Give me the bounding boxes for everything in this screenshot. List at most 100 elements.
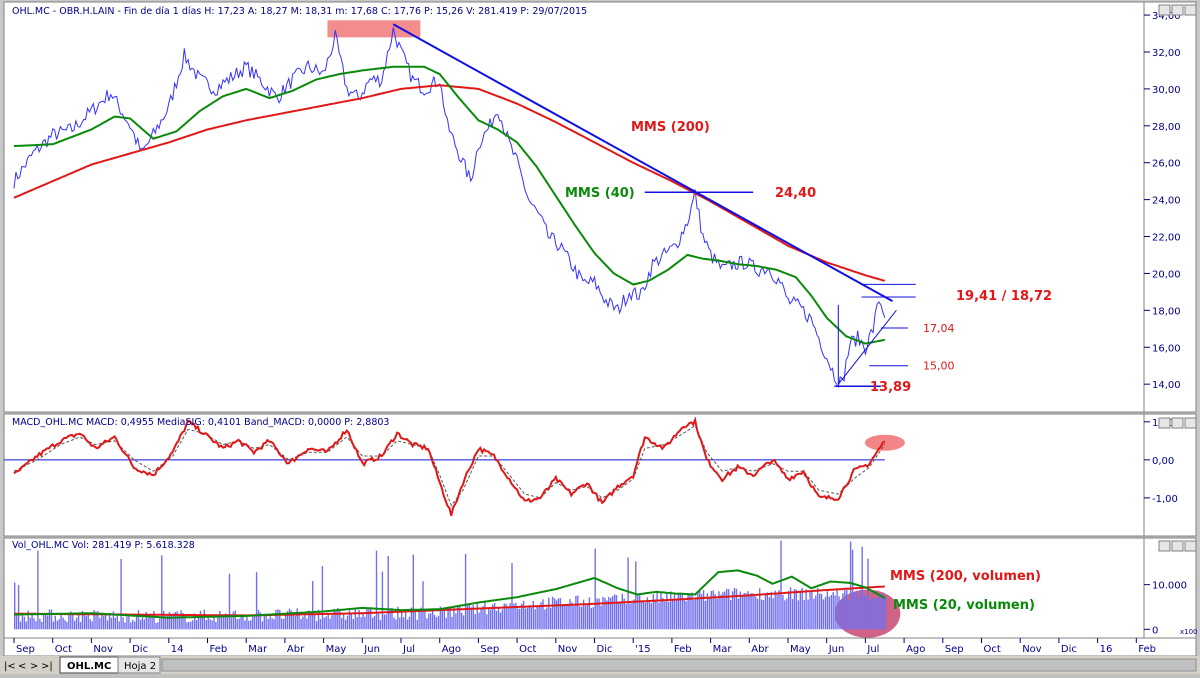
volume-panel: 10.000 0 x100 MMS (200, volumen) MMS (20, v… [3, 537, 1198, 639]
volume-bar [114, 617, 116, 630]
volume-bar [25, 621, 27, 630]
volume-bar [718, 591, 720, 630]
volume-bar [766, 592, 769, 630]
panel-minimize-button[interactable] [1158, 540, 1171, 552]
panel-maximize-button[interactable] [1171, 540, 1184, 552]
volume-bar [782, 594, 784, 630]
volume-bar [19, 621, 22, 630]
volume-bar [844, 590, 846, 630]
volume-bar [224, 613, 227, 630]
volume-bar [15, 613, 18, 630]
tab-prev-icon[interactable]: < [18, 661, 26, 672]
volume-bar [319, 619, 322, 630]
macd-y-axis-tick-label: 0,00 [1152, 456, 1174, 467]
volume-bar [445, 617, 447, 630]
panel-minimize-button[interactable] [1158, 417, 1171, 429]
volume-bar [826, 591, 829, 630]
volume-bar [132, 620, 134, 630]
volume-bar [412, 554, 414, 630]
trendline-support [837, 310, 897, 385]
panel-close-button[interactable] [1184, 540, 1197, 552]
y-axis-tick-label: 16,00 [1152, 343, 1181, 354]
volume-bar [671, 599, 674, 630]
volume-bar [433, 614, 436, 630]
volume-bar [486, 614, 488, 630]
volume-bar [35, 621, 37, 630]
panel-close-button[interactable] [1184, 4, 1197, 16]
volume-bar [517, 608, 519, 630]
volume-bar [809, 592, 811, 630]
volume-bar [706, 593, 709, 630]
volume-bar [180, 610, 182, 630]
volume-bar [840, 600, 842, 630]
volume-bar [408, 616, 411, 630]
volume-bar [654, 599, 656, 630]
volume-bar [716, 598, 718, 630]
tab-next-icon[interactable]: > [30, 661, 38, 672]
volume-bar [273, 619, 275, 630]
volume-bar [788, 590, 790, 630]
volume-bar [652, 594, 654, 630]
volume-bar [70, 611, 72, 630]
tab-first-icon[interactable]: |< [4, 661, 16, 672]
tab-ohl-mc[interactable]: OHL.MC [59, 656, 119, 674]
horizontal-scrollbar[interactable] [161, 658, 1197, 672]
volume-bar [610, 598, 612, 630]
volume-bar [799, 590, 801, 630]
volume-bar [110, 617, 113, 630]
volume-bar [880, 598, 883, 630]
volume-bar [21, 613, 24, 630]
volume-unit-label: x100 [1180, 628, 1198, 636]
volume-bar [677, 592, 680, 630]
volume-bar [524, 608, 527, 630]
x-axis-tick-label: Mar [248, 644, 268, 655]
volume-bar [265, 616, 267, 630]
x-axis-tick-label: Dic [132, 644, 148, 655]
price-top-highlight [327, 20, 421, 38]
volume-bar [151, 613, 153, 630]
volume-bar [283, 618, 285, 630]
x-axis-tick-label: Jul [866, 644, 879, 655]
volume-bar [83, 614, 86, 630]
volume-bar [255, 572, 258, 630]
volume-bar [594, 548, 596, 630]
volume-bar [708, 597, 711, 630]
volume-bar [819, 593, 821, 630]
volume-bar [157, 622, 159, 630]
volume-bar [834, 595, 836, 630]
volume-bar [617, 602, 620, 630]
volume-bar [174, 612, 176, 630]
panel-maximize-button[interactable] [1171, 4, 1184, 16]
volume-bar [45, 614, 47, 630]
x-axis-tick-label: '15 [635, 644, 650, 655]
volume-bar [700, 594, 703, 630]
tab-hoja-2[interactable]: Hoja 2 [117, 656, 161, 674]
volume-bar [368, 609, 370, 630]
volume-bar [490, 609, 492, 630]
volume-bar [14, 582, 16, 630]
volume-bar [89, 619, 91, 630]
series-macd-line [13, 416, 886, 516]
y-axis-tick-label: 34,00 [1152, 11, 1181, 22]
volume-bar [137, 610, 140, 630]
panel-minimize-button[interactable] [1158, 4, 1171, 16]
panel-close-button[interactable] [1184, 417, 1197, 429]
volume-bar [120, 559, 122, 630]
volume-bar [373, 615, 376, 630]
volume-bar [155, 623, 157, 630]
volume-bar [253, 614, 256, 630]
tab-last-icon[interactable]: >| [41, 661, 53, 672]
volume-bar [350, 613, 353, 630]
volume-bar [246, 615, 248, 630]
volume-bar [478, 612, 480, 630]
volume-bar [356, 617, 358, 630]
volume-bar [50, 609, 53, 630]
level-17-04-label: 17,04 [923, 322, 955, 335]
volume-bar [375, 550, 378, 630]
volume-bar [166, 615, 169, 630]
volume-bar [443, 610, 445, 630]
volume-bar [656, 592, 658, 630]
panel-maximize-button[interactable] [1171, 417, 1184, 429]
volume-bar [135, 614, 138, 630]
volume-bar [333, 608, 335, 630]
